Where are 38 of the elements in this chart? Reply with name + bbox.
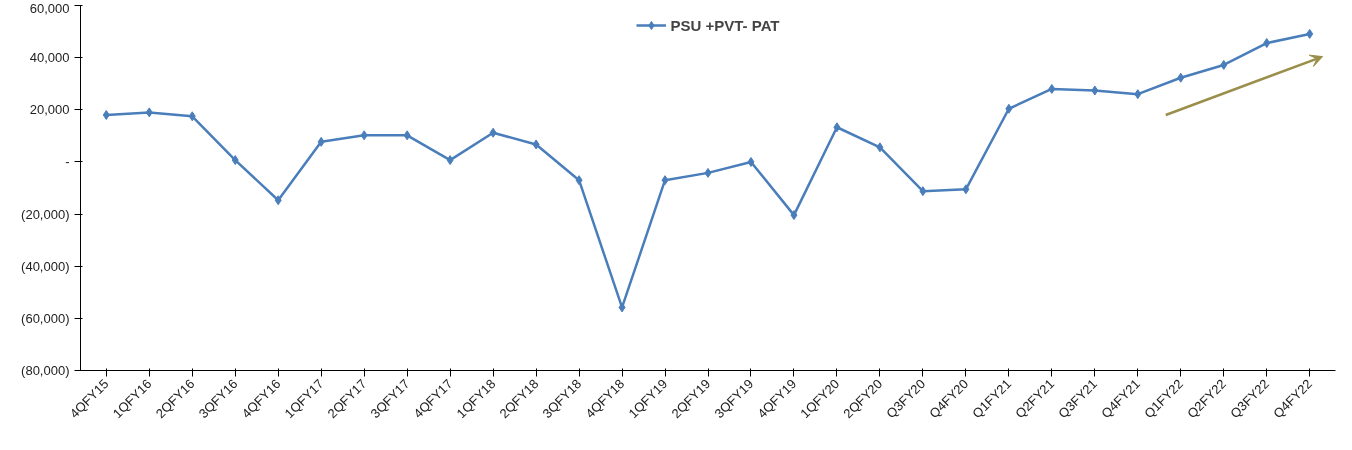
y-tick-label: (80,000) — [21, 363, 70, 378]
point — [532, 139, 540, 150]
y-tick-label: 20,000 — [29, 102, 70, 118]
point — [489, 127, 497, 138]
point — [661, 175, 669, 186]
y-tick-label: (20,000) — [21, 206, 70, 222]
point — [1220, 59, 1228, 70]
y-tick-label: - — [65, 154, 70, 170]
point — [919, 186, 927, 197]
point — [1263, 38, 1271, 49]
point — [747, 156, 755, 167]
y-tick-label: (60,000) — [21, 310, 70, 326]
point — [618, 302, 626, 313]
point — [403, 130, 411, 141]
point — [1134, 89, 1142, 100]
point — [962, 184, 970, 195]
point — [575, 175, 583, 186]
point — [704, 167, 712, 178]
point — [446, 155, 454, 166]
point — [1091, 85, 1099, 96]
point — [1306, 28, 1314, 39]
point — [317, 136, 325, 147]
point — [1177, 72, 1185, 83]
point — [145, 107, 153, 118]
point — [1048, 83, 1056, 94]
point — [833, 122, 841, 133]
point — [876, 142, 884, 153]
y-tick-label: 60,000 — [29, 0, 70, 16]
point — [360, 130, 368, 141]
point — [231, 155, 239, 166]
point — [790, 210, 798, 221]
legend-label: PSU +PVT- PAT — [670, 16, 780, 34]
point — [1005, 103, 1013, 114]
point — [188, 111, 196, 122]
point — [274, 195, 282, 206]
y-tick-label: 40,000 — [29, 50, 70, 66]
y-tick-label: (40,000) — [21, 258, 70, 274]
point — [102, 110, 110, 120]
